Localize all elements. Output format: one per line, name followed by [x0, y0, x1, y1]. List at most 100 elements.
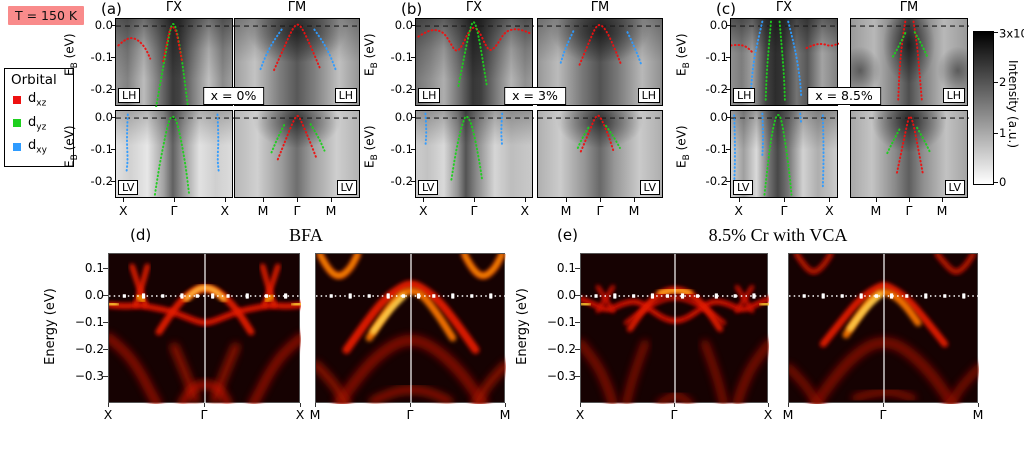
band-curve-dxy	[313, 28, 337, 72]
x-tickmark	[108, 403, 109, 407]
x-tick-label: M	[499, 407, 511, 422]
band-curve-dyz	[916, 126, 932, 154]
band-glow	[700, 339, 729, 404]
fermi-line-marker	[470, 294, 474, 298]
band-glow	[369, 385, 453, 404]
x-tickmark	[788, 403, 789, 407]
band-curve-dyz	[457, 21, 488, 87]
fermi-line-marker	[905, 294, 909, 298]
band-core	[109, 302, 118, 306]
fermi-line-marker	[874, 294, 878, 298]
x-tick-label: X	[295, 407, 305, 422]
band-curve-dyz	[891, 32, 907, 59]
x-tickmark	[829, 198, 831, 202]
x-tick-label: Γ	[170, 203, 178, 218]
band-curve-dyz	[270, 124, 286, 154]
panel-column-header: ΓX	[165, 0, 183, 15]
band-curve-dxz	[579, 114, 615, 153]
y-tickmark	[103, 268, 108, 269]
panel-group-label-b: (b)	[401, 0, 423, 18]
spectral-panel-d-xgx	[108, 253, 301, 404]
x-tickmark	[262, 198, 264, 202]
fermi-line-marker	[924, 293, 928, 299]
arpes-panel-a-gm-lh: LH	[234, 18, 361, 106]
fermi-line-marker	[594, 294, 598, 298]
fermi-line-marker	[840, 294, 844, 298]
eb-tick-label: -0.2	[90, 82, 113, 97]
fermi-line-marker	[211, 293, 215, 299]
fermi-line-marker	[226, 294, 230, 298]
eb-tick-label: -0.2	[390, 174, 413, 189]
band-curve-dxz	[912, 20, 923, 101]
fermi-line-marker	[802, 294, 806, 298]
polarization-label: LV	[336, 180, 357, 195]
band-overlay-svg	[416, 21, 534, 87]
colorbar-gradient	[973, 31, 994, 185]
band-curve-dxy	[216, 113, 220, 172]
legend-item-dxz: dxz	[13, 91, 67, 109]
x-tickmark	[297, 198, 298, 202]
energy-tick-label: −0.1	[74, 315, 104, 329]
x-tickmark	[423, 198, 425, 202]
eb-tick-label: -0.2	[390, 82, 413, 97]
spectral-panel-e-xgx	[580, 253, 769, 404]
eb-axis-label-text: EB (eV)	[674, 33, 692, 76]
x-tickmark	[978, 403, 979, 407]
band-core	[184, 286, 226, 301]
energy-tick-label: −0.3	[546, 369, 576, 383]
y-tickmark	[103, 295, 108, 296]
band-core	[318, 254, 359, 277]
polarization-label: LH	[118, 88, 141, 103]
y-tickmark	[103, 376, 108, 377]
x-tick-label: X	[734, 203, 743, 218]
band-core	[848, 293, 882, 330]
polarization-label: LH	[637, 88, 660, 103]
band-curve-dxy	[761, 112, 765, 158]
eb-tick-label: -0.2	[705, 82, 728, 97]
y-tickmark	[575, 295, 580, 296]
energy-tick-label: −0.2	[74, 342, 104, 356]
colorbar-tick-label: 2	[999, 75, 1007, 89]
band-glow	[810, 337, 958, 404]
x-tickmark	[784, 198, 785, 202]
fermi-line-marker	[821, 293, 825, 299]
band-curve-dxy	[259, 28, 283, 72]
x-tick-label: M	[257, 203, 269, 218]
y-tickmark	[726, 181, 730, 183]
band-overlay-svg	[116, 23, 234, 107]
eb-tick-label: -0.1	[705, 141, 728, 156]
y-tickmark	[575, 349, 580, 350]
arpes-panel-b-gx-lv: LV	[415, 110, 534, 198]
band-glow	[178, 380, 232, 404]
x-tick-label: Γ	[879, 407, 887, 422]
panel-group-label-c: (c)	[716, 0, 736, 18]
dxy-color-swatch-icon	[13, 142, 21, 151]
y-tickmark	[111, 148, 115, 150]
x-tick-label: M	[628, 203, 640, 218]
x-tickmark	[505, 403, 506, 407]
eb-tick-label: 0.0	[94, 110, 113, 125]
arpes-panel-b-gm-lv: LV	[537, 110, 664, 198]
colorbar-tickmark	[994, 133, 998, 134]
panel-group-label-a: (a)	[101, 0, 122, 18]
arpes-panel-c-gx-lh: LH	[730, 18, 839, 106]
y-tickmark	[411, 117, 415, 119]
band-curve-dxz	[417, 26, 533, 52]
x-tickmark	[123, 198, 125, 202]
x-tick-label: X	[825, 203, 834, 218]
y-tickmark	[726, 148, 730, 150]
spectral-function-svg	[316, 254, 506, 404]
fermi-line-marker	[650, 293, 655, 299]
colorbar-tickmark	[994, 182, 998, 183]
x-tickmark	[883, 403, 884, 407]
x-tickmark	[331, 198, 333, 202]
band-overlay-svg	[116, 113, 234, 196]
polarization-label: LH	[334, 88, 357, 103]
x-tick-label: Γ	[596, 203, 604, 218]
y-tickmark	[111, 56, 115, 58]
y-tickmark	[103, 349, 108, 350]
doping-label: x = 8.5%	[807, 87, 881, 105]
x-tickmark	[204, 403, 205, 407]
x-tick-label: X	[520, 203, 530, 218]
